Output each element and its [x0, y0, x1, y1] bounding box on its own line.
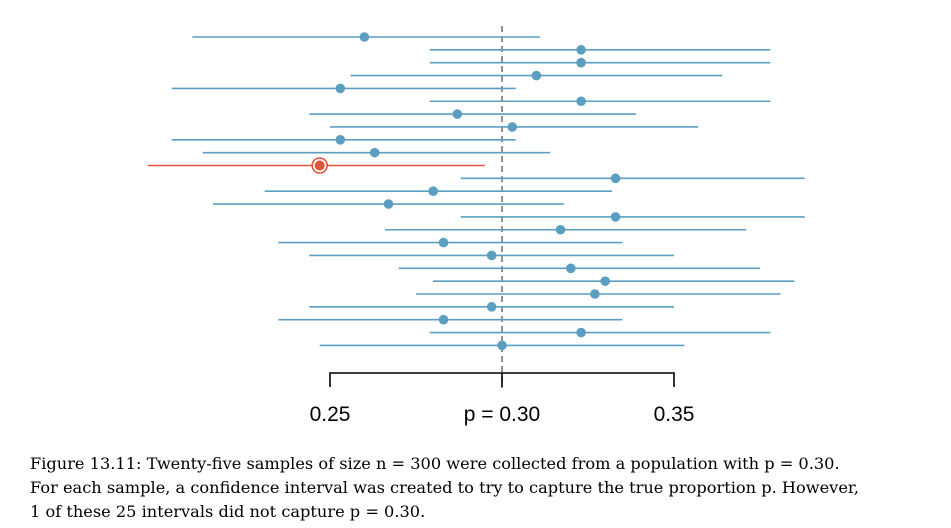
estimate-point-15 — [610, 212, 621, 222]
estimate-point-12 — [610, 173, 621, 184]
estimate-point-24 — [576, 327, 586, 338]
caption-line-2: For each sample, a confidence interval w… — [30, 478, 859, 497]
estimate-point-25 — [497, 340, 507, 351]
estimate-point-6 — [576, 96, 586, 107]
confidence-interval-chart: 0.25 p = 0.30 0.35 — [147, 26, 805, 426]
estimate-point-22 — [486, 302, 497, 312]
tick-label-0-25: 0.25 — [310, 403, 351, 426]
estimate-point-18 — [486, 250, 497, 261]
estimate-point-10 — [369, 147, 380, 158]
caption-line-3: 1 of these 25 intervals did not capture … — [30, 502, 426, 521]
estimate-point-20 — [600, 276, 610, 286]
tick-label-p-0-30: p = 0.30 — [464, 403, 540, 426]
caption-line-1: Figure 13.11: Twenty-five samples of siz… — [30, 454, 840, 473]
x-axis — [329, 372, 675, 387]
interval-group — [147, 32, 805, 351]
estimate-point-2 — [576, 45, 586, 55]
tick-label-0-35: 0.35 — [654, 403, 695, 426]
estimate-point-4 — [531, 70, 542, 81]
figure-caption: Figure 13.11: Twenty-five samples of siz… — [30, 452, 930, 524]
estimate-point-16 — [555, 224, 566, 235]
estimate-point-13 — [428, 186, 439, 196]
estimate-point-7 — [452, 109, 463, 119]
estimate-point-1 — [359, 32, 370, 42]
estimate-point-23 — [438, 314, 449, 325]
estimate-point-8 — [507, 122, 518, 132]
estimate-point-5 — [335, 83, 346, 94]
estimate-point-9 — [335, 135, 346, 145]
estimate-point-21 — [590, 289, 600, 299]
estimate-point-17 — [438, 237, 449, 248]
estimate-point-11 — [314, 160, 325, 171]
estimate-point-14 — [383, 199, 394, 209]
estimate-point-19 — [566, 263, 576, 274]
estimate-point-3 — [576, 57, 586, 68]
